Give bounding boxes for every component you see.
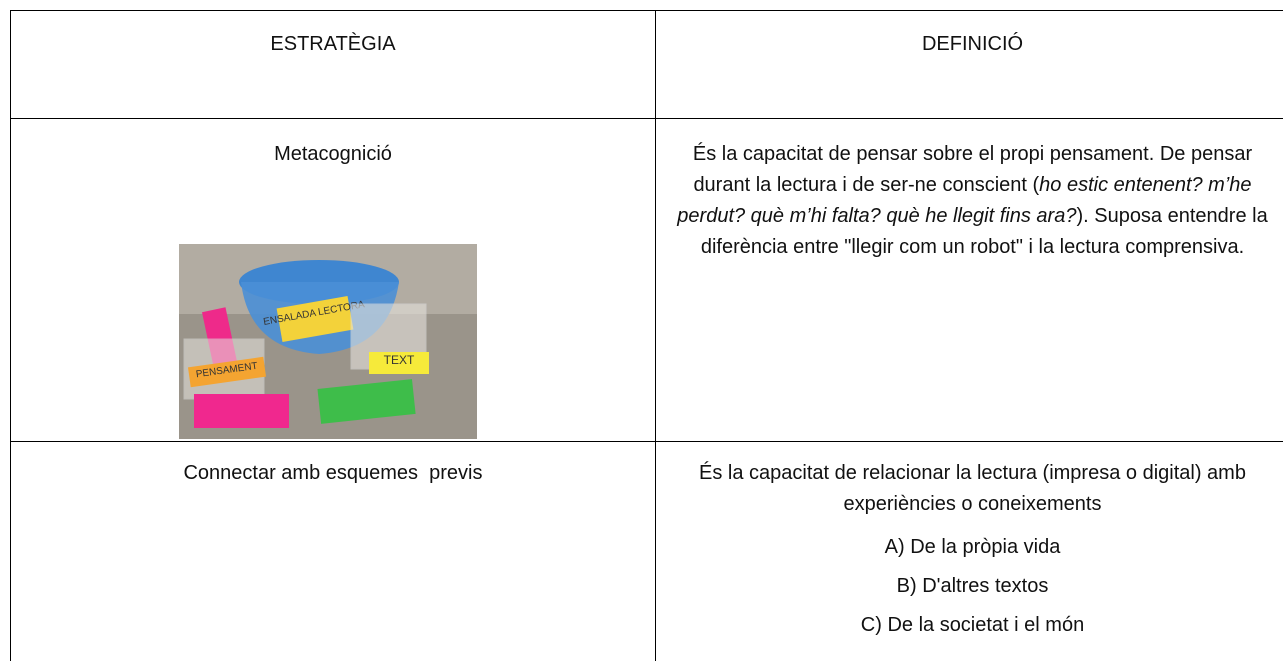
strategy: Metacognició (274, 143, 392, 165)
list-item: A) De la pròpia vida (884, 536, 1061, 558)
photo: ENSALADA LECTORA TEXT PENSAMENT (179, 244, 477, 439)
list-item: C) De la societat i el món (860, 614, 1085, 636)
header-cell: ESTRATÈGIA (10, 10, 655, 118)
definition-cell: És la capacitat de pensar sobre el propi… (655, 118, 1283, 441)
strategy: Connectar amb esquemes previs (183, 462, 483, 484)
list-item: B) D'altres textos (896, 575, 1049, 597)
definition: És la capacitat de relacionar la lectura… (662, 458, 1283, 520)
definition-text: ho estic entenent? m’he perdut? què m’hi… (677, 174, 1252, 227)
definition: És la capacitat de pensar sobre el propi… (662, 139, 1283, 263)
header-cell: DEFINICIÓ (655, 10, 1283, 118)
strategy-cell: Connectar amb esquemes previs (10, 441, 655, 661)
definition-cell: És la capacitat de relacionar la lectura… (655, 441, 1283, 661)
definition-text: És la capacitat de pensar sobre el propi… (692, 143, 1253, 196)
definition-text: És la capacitat de relacionar la lectura… (699, 462, 1246, 515)
item-list: A) De la pròpia vida B) D'altres textos C)… (662, 528, 1283, 645)
photo-label: TEXT (384, 353, 415, 367)
strategy-cell: Metacognició ENSALADA LECTORA TEXT PENSA… (10, 118, 655, 441)
definition-text: ). Suposa entendre la diferència entre "… (700, 205, 1268, 258)
